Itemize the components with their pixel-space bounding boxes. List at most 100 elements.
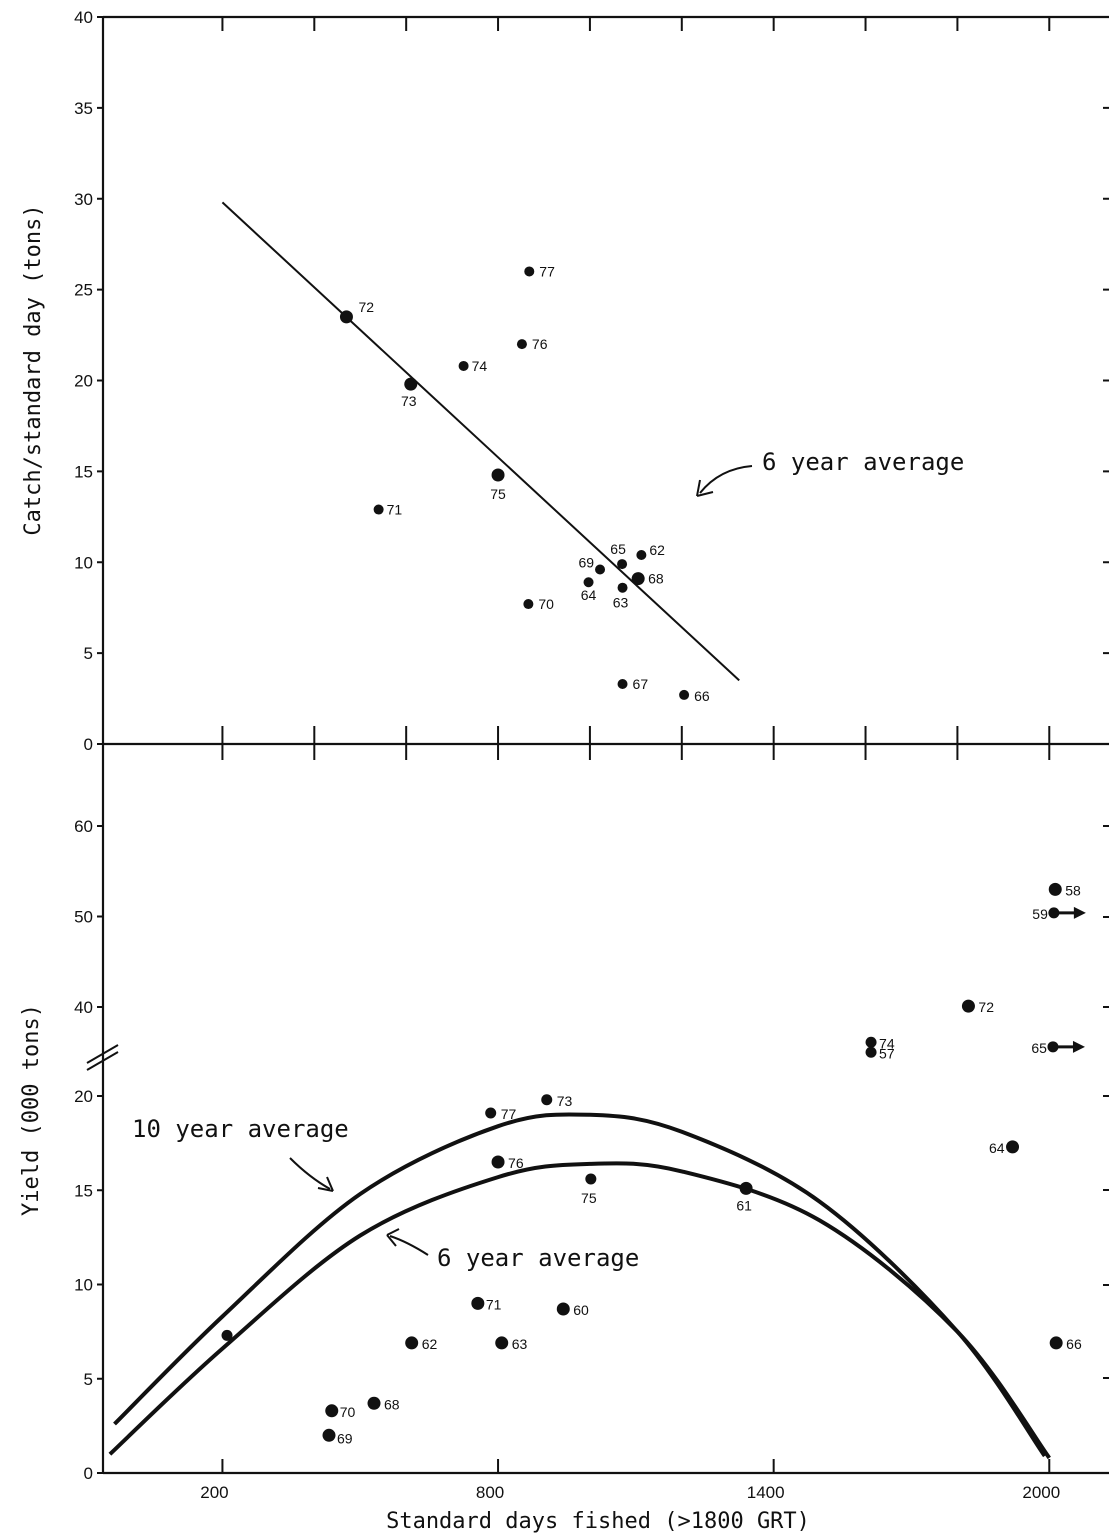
top-point-68 bbox=[631, 572, 645, 586]
curve-6-year-average bbox=[108, 1161, 1051, 1460]
top-ytick-label: 20 bbox=[74, 372, 93, 391]
top-point-75 bbox=[491, 468, 505, 482]
top-point-66 bbox=[679, 689, 690, 700]
top-point-label-63: 63 bbox=[613, 595, 629, 611]
bottom-ytick-label: 10 bbox=[74, 1276, 93, 1295]
top-point-69 bbox=[595, 564, 606, 575]
top-point-label-75: 75 bbox=[490, 486, 506, 502]
bottom-annotation-6-year-average: 6 year average bbox=[437, 1244, 639, 1272]
bottom-point-label-59: 59 bbox=[1032, 906, 1048, 922]
bottom-xtick-label: 2000 bbox=[1022, 1483, 1060, 1502]
bottom-point-label-61: 61 bbox=[736, 1197, 752, 1213]
bottom-point-label-75: 75 bbox=[581, 1190, 597, 1206]
bottom-point-58 bbox=[1048, 882, 1062, 896]
bottom-ytick-label: 20 bbox=[74, 1087, 93, 1106]
bottom-point-73 bbox=[541, 1094, 553, 1106]
bottom-point-label-77: 77 bbox=[501, 1106, 517, 1122]
bottom-point-62 bbox=[405, 1336, 419, 1350]
bottom-point-71 bbox=[471, 1296, 485, 1310]
bottom-point-label-70: 70 bbox=[340, 1404, 356, 1420]
top-point-65 bbox=[617, 559, 628, 570]
bottom-point-label-66: 66 bbox=[1066, 1336, 1082, 1352]
bottom-point-label-73: 73 bbox=[557, 1093, 573, 1109]
bottom-point-61 bbox=[739, 1181, 753, 1195]
bottom-panel-y-axis-label: Yield (000 tons) bbox=[19, 1004, 44, 1216]
top-point-label-71: 71 bbox=[387, 502, 403, 518]
top-point-label-76: 76 bbox=[532, 336, 548, 352]
bottom-point-66 bbox=[1049, 1336, 1063, 1350]
bottom-ytick-label-upper: 40 bbox=[74, 998, 93, 1017]
top-panel: 0 5 10 15 20 25 30 35 40 72 73 74 77 76 75 71 70 69 64 65 6… bbox=[21, 8, 1109, 754]
bottom-point-69 bbox=[322, 1428, 336, 1442]
bottom-point-label-62: 62 bbox=[422, 1336, 438, 1352]
top-point-label-62: 62 bbox=[649, 542, 665, 558]
top-point-76 bbox=[516, 339, 527, 350]
bottom-point-label-64: 64 bbox=[989, 1140, 1005, 1156]
top-point-label-73: 73 bbox=[401, 393, 417, 409]
top-panel-right-ticks bbox=[1103, 106, 1109, 655]
top-ytick-label: 0 bbox=[84, 735, 93, 754]
top-point-67 bbox=[617, 679, 628, 690]
bottom-panel-right-ticks bbox=[1103, 825, 1109, 1379]
top-panel-x-ticks bbox=[221, 17, 1051, 744]
bottom-panel-y-ticks: 0 5 10 15 20 40 50 60 bbox=[74, 817, 103, 1483]
bottom-point-60 bbox=[556, 1302, 570, 1316]
top-ytick-label: 35 bbox=[74, 99, 93, 118]
top-point-72 bbox=[339, 310, 353, 324]
top-point-label-66: 66 bbox=[694, 688, 710, 704]
top-point-label-72: 72 bbox=[358, 299, 374, 315]
top-ytick-label: 5 bbox=[84, 644, 93, 663]
bottom-annotation-arrow-10-year bbox=[289, 1157, 331, 1190]
bottom-point-arrow-head-59 bbox=[1073, 906, 1086, 919]
bottom-annotation-10-year-average: 10 year average bbox=[132, 1115, 349, 1143]
axis-break-mark-2 bbox=[86, 1051, 119, 1071]
top-point-77 bbox=[524, 266, 535, 277]
bottom-point-unlabeled bbox=[221, 1329, 233, 1341]
top-fit-line-6-year-average bbox=[221, 201, 740, 682]
bottom-point-label-72: 72 bbox=[978, 999, 994, 1015]
bottom-annotation-arrowhead-6-year bbox=[386, 1228, 400, 1247]
bottom-ytick-label-upper: 50 bbox=[74, 908, 93, 927]
top-point-70 bbox=[523, 599, 534, 610]
top-point-64 bbox=[583, 577, 594, 588]
bottom-point-label-68: 68 bbox=[384, 1396, 400, 1412]
top-point-label-74: 74 bbox=[472, 358, 488, 374]
bottom-xtick-label: 800 bbox=[476, 1483, 504, 1502]
top-point-label-65: 65 bbox=[610, 541, 626, 557]
top-annotation-6-year-average: 6 year average bbox=[762, 448, 964, 476]
x-axis-label: Standard days fished (>1800 GRT) bbox=[386, 1509, 810, 1534]
top-annotation-arrowhead bbox=[696, 479, 714, 497]
top-ytick-label: 10 bbox=[74, 553, 93, 572]
top-point-62 bbox=[636, 549, 647, 560]
top-point-label-67: 67 bbox=[633, 676, 649, 692]
bottom-point-57 bbox=[865, 1046, 877, 1058]
bottom-annotation-arrow-6-year bbox=[389, 1235, 429, 1256]
bottom-annotation-arrowhead-10-year bbox=[317, 1176, 334, 1192]
bottom-point-label-76: 76 bbox=[508, 1155, 524, 1171]
bottom-ytick-label: 15 bbox=[74, 1181, 93, 1200]
bottom-point-label-65: 65 bbox=[1031, 1040, 1047, 1056]
bottom-point-label-60: 60 bbox=[573, 1302, 589, 1318]
bottom-point-77 bbox=[485, 1107, 497, 1119]
top-point-73 bbox=[404, 377, 418, 391]
bottom-xtick-label: 1400 bbox=[747, 1483, 785, 1502]
top-panel-points: 72 73 74 77 76 75 71 70 69 64 65 63 62 68 67 66 bbox=[339, 263, 710, 704]
top-point-label-70: 70 bbox=[538, 596, 554, 612]
bottom-point-label-69: 69 bbox=[337, 1430, 353, 1446]
bottom-point-76 bbox=[491, 1155, 505, 1169]
top-panel-y-ticks: 0 5 10 15 20 25 30 35 40 bbox=[74, 8, 103, 754]
bottom-point-74 bbox=[865, 1036, 877, 1048]
top-point-label-64: 64 bbox=[581, 587, 597, 603]
bottom-point-label-63: 63 bbox=[512, 1336, 528, 1352]
bottom-point-label-74: 74 bbox=[879, 1035, 895, 1051]
top-point-label-69: 69 bbox=[578, 555, 594, 571]
bottom-point-63 bbox=[495, 1336, 509, 1350]
bottom-point-64 bbox=[1006, 1140, 1020, 1154]
bottom-point-75 bbox=[585, 1173, 597, 1185]
bottom-point-70 bbox=[325, 1404, 339, 1418]
top-point-label-77: 77 bbox=[539, 263, 555, 279]
top-ytick-label: 25 bbox=[74, 281, 93, 300]
bottom-point-arrow-head-65 bbox=[1072, 1040, 1085, 1053]
bottom-point-label-71: 71 bbox=[486, 1296, 502, 1312]
